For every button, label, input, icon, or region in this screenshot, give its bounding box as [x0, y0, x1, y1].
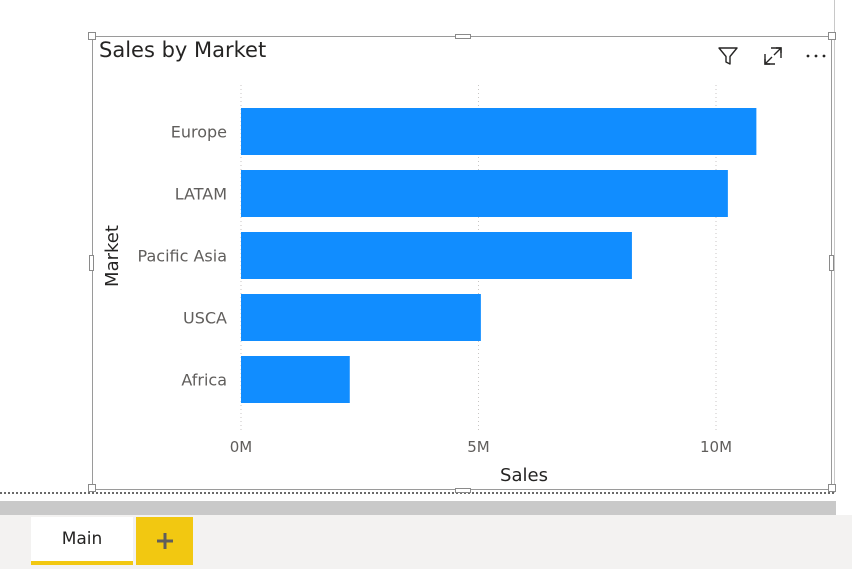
bar-latam[interactable] — [241, 170, 728, 217]
bar-usca[interactable] — [241, 294, 481, 341]
canvas-scroll-gutter — [0, 501, 836, 515]
resize-handle-bottom-right[interactable] — [828, 484, 836, 492]
resize-handle-top-left[interactable] — [88, 32, 96, 40]
bar-pacific-asia[interactable] — [241, 232, 632, 279]
visual-title: Sales by Market — [99, 38, 267, 62]
x-axis-title: Sales — [500, 465, 548, 486]
category-label: Pacific Asia — [138, 247, 227, 266]
filter-icon[interactable] — [716, 44, 740, 68]
y-axis-title: Market — [102, 225, 123, 287]
category-label: Africa — [181, 371, 227, 390]
resize-handle-left[interactable] — [89, 255, 94, 271]
category-label: USCA — [183, 309, 227, 328]
x-tick-label: 0M — [230, 438, 253, 456]
plus-icon-graphic — [156, 533, 173, 549]
bar-europe[interactable] — [241, 108, 757, 155]
resize-handle-top[interactable] — [455, 34, 471, 39]
x-tick-label: 10M — [700, 438, 732, 456]
resize-handle-bottom[interactable] — [455, 488, 471, 493]
sales-by-market-chart: Europe LATAM Pacific Asia USCA Africa 0M 5M 10… — [102, 85, 757, 486]
category-label: LATAM — [175, 185, 227, 204]
resize-handle-right[interactable] — [829, 255, 834, 271]
category-label: Europe — [171, 123, 227, 142]
focus-mode-icon[interactable] — [761, 44, 785, 68]
resize-handle-bottom-left[interactable] — [88, 484, 96, 492]
add-page-button[interactable]: + — [136, 517, 193, 565]
tab-main[interactable]: Main — [31, 517, 133, 565]
chart-category-labels: Europe LATAM Pacific Asia USCA Africa — [138, 123, 228, 390]
more-options-icon[interactable] — [804, 44, 828, 68]
chart-bars — [241, 108, 757, 403]
chart-tick-labels: 0M 5M 10M — [230, 438, 732, 456]
canvas-right-edge — [834, 0, 835, 493]
tab-main-label: Main — [61, 529, 103, 549]
resize-handle-top-right[interactable] — [828, 32, 836, 40]
x-tick-label: 5M — [467, 438, 490, 456]
bar-africa[interactable] — [241, 356, 350, 403]
canvas-bottom-border — [0, 492, 834, 494]
